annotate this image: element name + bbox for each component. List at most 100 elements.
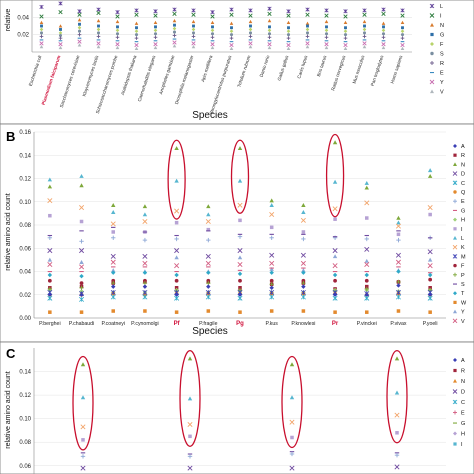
panel-a-point [172,38,177,40]
panel-a-legend-label: S [440,52,444,58]
panel-c-legend-marker [453,422,457,424]
panel-c-point [394,452,400,458]
panel-a-point [229,12,234,17]
panel-a-y-axis-label: relative [5,9,12,32]
panel-a-point [286,42,291,48]
panel-a-point [191,12,196,17]
panel-b-point [174,263,180,269]
panel-b-point [269,278,274,283]
panel-b-point [237,269,243,271]
panel-a-point [134,21,139,25]
panel-b-point [365,216,369,220]
panel-b-point [364,258,369,263]
panel-b-point [269,198,274,203]
panel-b-point [301,309,306,313]
panel-b-point [364,185,369,190]
panel-a-point-b [96,41,101,46]
panel-a-point-b [58,42,63,47]
panel-a-point [39,14,44,19]
panel-a-point [191,27,196,32]
panel-b-point [396,266,401,268]
panel-a-point [96,39,101,41]
panel-b-point [427,272,433,274]
panel-a-point [191,45,196,49]
panel-a-legend-label: L [440,4,443,10]
panel-b-legend-marker [453,272,457,277]
panel-a-point [39,31,44,35]
panel-a-category-label: Danio rerio [259,54,271,77]
panel-a-point [362,39,367,41]
panel-b-point [79,285,84,290]
panel-b-legend-marker [453,291,457,296]
panel-a-point [400,29,405,33]
panel-b-point-b [110,253,116,259]
panel-b-point [174,272,179,278]
panel-a-point [267,45,272,50]
panel-b-point [364,286,369,292]
panel-b-point [332,263,338,269]
panel-a-point [39,4,44,10]
panel-b-point [427,272,433,278]
panel-b-point [269,270,274,275]
panel-a-point-b [153,13,158,18]
panel-b-point [79,205,85,211]
panel-a-point-b [191,41,196,46]
panel-a-point-b [343,42,348,48]
panel-b-point [79,219,84,224]
panel-a-legend-label: I [440,14,442,20]
panel-c-point [187,422,193,428]
panel-b-point [110,294,116,300]
panel-b-point [79,310,84,314]
panel-a-point [229,41,234,43]
panel-b-point-b [300,260,306,266]
panel-c-point [187,454,193,459]
panel-b-point [206,230,211,232]
panel-a-point-b [229,12,234,17]
panel-c-legend-label: I [461,442,463,448]
panel-b-point [47,272,53,278]
panel-b-point-b [47,248,53,254]
panel-a-point [324,35,329,40]
panel-b-point [269,309,274,313]
panel-b-legend-marker [453,263,457,268]
panel-a-point [210,20,215,24]
panel-b-category-label: P.cynomolgi [131,321,159,327]
panel-a-y-tick-label: 0.02 [17,33,29,39]
panel-b-point [427,257,433,262]
panel-c-point [394,452,400,454]
panel-a-point-b [172,11,177,16]
panel-b-point [143,309,147,313]
panel-b-point [205,218,211,225]
panel-a-point [115,42,120,47]
panel-b-point [174,292,179,297]
panel-b-point [269,266,274,271]
panel-a-point [305,41,310,46]
panel-b-point [174,310,179,314]
panel-b-point [269,289,275,295]
panel-a-legend-label: V [440,90,444,96]
panel-b-point [332,236,338,238]
panel-b-point [205,260,211,266]
panel-c-point-b [289,419,295,425]
panel-a-point [210,32,215,36]
panel-a-point [115,10,120,15]
panel-a-legend-label: G [440,33,444,39]
panel-b-point [174,220,179,225]
panel-b-highlight-ellipse [325,133,345,218]
panel-a-point [344,26,347,30]
panel-b-point-b [174,208,180,214]
panel-b-point [142,270,148,275]
panel-b-point [174,234,179,237]
panel-a-point-b [39,41,44,46]
panel-b-point [395,289,401,295]
panel-b-point [142,212,148,217]
panel-a-point [77,43,82,47]
panel-b-point-b [300,217,306,223]
panel-b-legend-marker [452,171,458,176]
panel-a-point [115,14,120,19]
panel-b-point [269,294,275,300]
panel-b-point [174,208,180,214]
panel-b-point [206,227,211,232]
panel-b-legend-label: R [461,153,465,159]
